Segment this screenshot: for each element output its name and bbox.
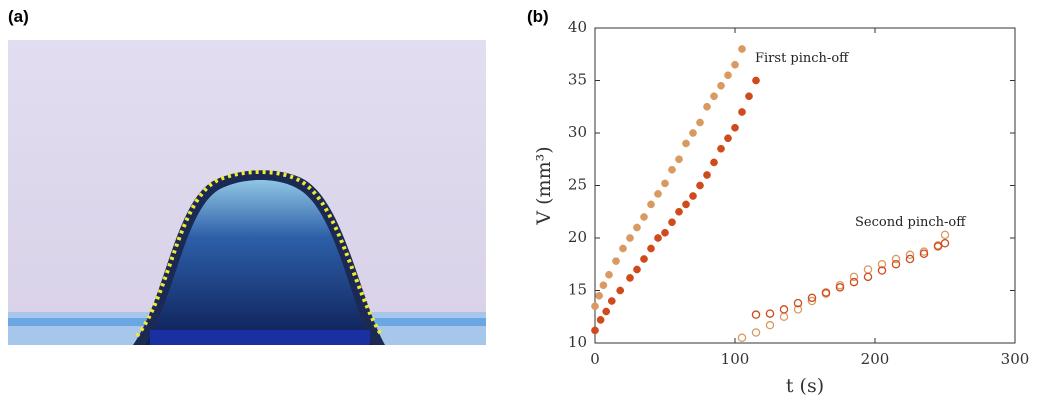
data-point	[682, 139, 690, 148]
annotation: First pinch-off	[755, 51, 850, 66]
data-point	[807, 296, 817, 306]
x-tick-label: 300	[1001, 350, 1030, 368]
data-point	[724, 134, 732, 143]
data-point	[779, 305, 789, 314]
data-point	[745, 92, 753, 101]
data-point	[596, 316, 605, 324]
data-point	[933, 242, 943, 251]
data-point	[891, 259, 901, 269]
droplet	[145, 179, 372, 345]
data-point	[661, 228, 669, 237]
data-point	[752, 76, 760, 85]
data-point	[940, 238, 950, 248]
data-point	[605, 270, 613, 279]
y-tick-label: 40	[568, 18, 587, 36]
x-tick-label: 100	[721, 350, 750, 368]
data-point	[807, 293, 817, 303]
data-point	[717, 81, 725, 90]
panel-label: (b)	[527, 7, 549, 26]
data-point	[602, 307, 611, 316]
y-tick-label: 10	[568, 333, 587, 351]
data-point	[863, 272, 873, 282]
data-point	[731, 123, 739, 132]
data-point	[640, 213, 648, 221]
data-point	[738, 108, 746, 116]
y-tick-label: 20	[568, 228, 587, 246]
y-tick-label: 15	[568, 281, 587, 299]
data-point	[689, 192, 697, 200]
data-point	[654, 190, 662, 198]
data-point	[765, 309, 775, 318]
data-point	[724, 71, 732, 80]
data-point	[779, 312, 789, 321]
data-point	[737, 333, 747, 342]
data-point	[731, 60, 739, 69]
annotation: Second pinch-off	[855, 215, 967, 230]
data-point	[675, 155, 683, 164]
x-axis-label: t (s)	[786, 375, 824, 397]
y-tick-label: 25	[568, 176, 587, 194]
data-point	[668, 218, 676, 227]
y-tick-label: 35	[568, 71, 587, 89]
droplet-base	[150, 330, 370, 345]
data-point	[849, 272, 859, 282]
plot-frame	[594, 27, 1016, 344]
data-point	[919, 249, 929, 258]
data-point	[599, 281, 608, 290]
data-point	[751, 310, 761, 319]
y-tick-label: 30	[568, 123, 587, 141]
data-point	[821, 288, 831, 297]
data-point	[877, 259, 887, 269]
data-point	[647, 244, 655, 253]
data-point	[703, 102, 711, 111]
data-point	[710, 92, 718, 101]
data-point	[710, 158, 718, 167]
data-point	[675, 207, 683, 216]
data-point	[616, 286, 625, 295]
data-point	[835, 283, 845, 292]
data-point	[612, 257, 620, 265]
droplet-photo	[8, 40, 486, 345]
data-point	[905, 250, 915, 260]
data-point	[619, 244, 627, 253]
data-point	[696, 181, 704, 190]
data-point	[696, 118, 704, 127]
contour-fit	[135, 170, 384, 338]
data-point	[595, 291, 604, 300]
data-point	[647, 200, 655, 209]
panel-label: (a)	[8, 7, 29, 26]
data-point	[633, 265, 641, 274]
data-point	[661, 179, 669, 188]
data-point	[640, 255, 648, 263]
data-point	[877, 266, 887, 275]
data-point	[738, 45, 746, 53]
data-point	[682, 200, 690, 209]
data-point	[940, 230, 950, 240]
x-tick-label: 200	[861, 350, 890, 368]
data-point	[765, 320, 775, 330]
x-tick-label: 0	[590, 350, 600, 368]
data-point	[626, 234, 634, 242]
data-point	[607, 297, 616, 305]
data-point	[626, 274, 634, 282]
data-point	[751, 328, 761, 337]
data-point	[703, 171, 711, 179]
scatter-chart: 10 15 20 25 30 35 40 0 100 200 300 t (s) V (mm³) Firs…	[533, 18, 1029, 397]
data-point	[849, 277, 859, 287]
data-point	[654, 234, 662, 242]
data-point	[905, 254, 915, 264]
data-point	[633, 223, 641, 232]
y-axis-label: V (mm³)	[533, 146, 555, 225]
data-point	[863, 265, 873, 274]
data-point	[793, 298, 803, 308]
data-point	[591, 326, 599, 335]
data-point	[668, 165, 676, 174]
data-point	[891, 254, 901, 264]
data-point	[717, 144, 725, 153]
data-point	[793, 305, 803, 314]
data-point	[689, 129, 697, 137]
data-point	[591, 302, 599, 311]
